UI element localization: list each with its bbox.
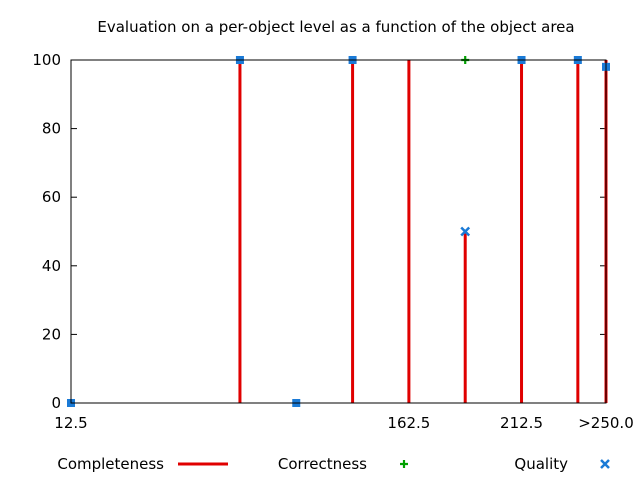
axes-ticks: 0 20 40 60 80 100 12.5 162.5 212.5 >250.0 bbox=[32, 51, 633, 432]
y-tick-label: 20 bbox=[42, 325, 61, 343]
y-tick-label: 60 bbox=[42, 188, 61, 206]
legend-x-marker bbox=[600, 459, 610, 469]
legend-label: Correctness bbox=[278, 455, 367, 473]
x-tick-label: 162.5 bbox=[387, 414, 430, 432]
x-tick-label: 212.5 bbox=[500, 414, 543, 432]
plot-area bbox=[67, 56, 610, 407]
legend: Completeness Correctness Quality bbox=[57, 455, 610, 473]
x-tick-label: >250.0 bbox=[578, 414, 634, 432]
y-tick-label: 0 bbox=[51, 394, 61, 412]
y-tick-label: 80 bbox=[42, 120, 61, 138]
legend-plus-marker bbox=[400, 460, 408, 468]
y-tick-label: 100 bbox=[32, 51, 61, 69]
x-tick-label: 12.5 bbox=[54, 414, 87, 432]
legend-label: Quality bbox=[514, 455, 568, 473]
chart-title: Evaluation on a per-object level as a fu… bbox=[97, 18, 574, 36]
legend-label: Completeness bbox=[57, 455, 164, 473]
quality-point bbox=[460, 226, 471, 237]
y-tick-label: 40 bbox=[42, 257, 61, 275]
plot-frame bbox=[70, 59, 607, 404]
